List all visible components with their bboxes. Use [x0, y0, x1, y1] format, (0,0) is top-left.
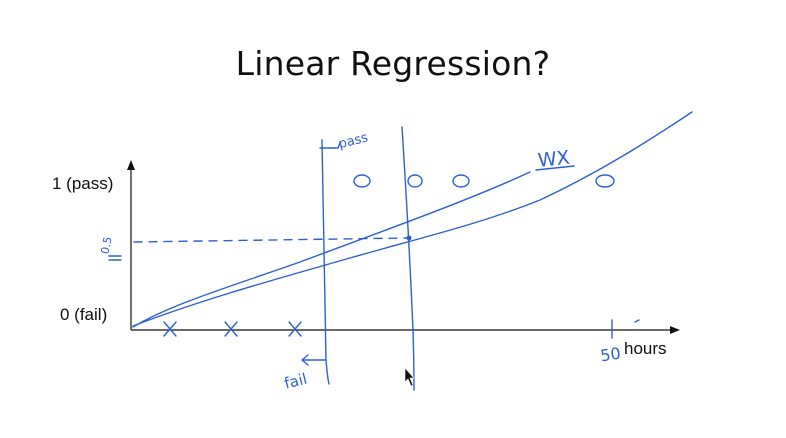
- pass-marker: [452, 174, 470, 188]
- cursor-icon: [404, 367, 415, 387]
- threshold-dashed-line: [133, 237, 408, 243]
- boundary-line-left: [321, 139, 330, 385]
- wx-underline: [535, 165, 575, 171]
- fail-arrow: [301, 354, 327, 366]
- pass-marker: [595, 174, 615, 188]
- threshold-label: 0.5: [98, 235, 114, 255]
- regression-line-shifted: [132, 111, 693, 327]
- slide-title: Linear Regression?: [235, 44, 551, 83]
- boundary-line-right: [401, 126, 415, 391]
- y-tick-pass: 1 (pass): [52, 174, 113, 193]
- fail-marker: [288, 321, 302, 337]
- fail-marker: [224, 321, 238, 337]
- pass-annotation: pass: [337, 130, 370, 152]
- pass-marker: [353, 174, 371, 188]
- x-tick-50-label: 50: [599, 344, 622, 366]
- y-tick-fail: 0 (fail): [60, 305, 107, 324]
- pass-marker: [407, 174, 423, 188]
- x-axis-arrow-icon: [670, 326, 680, 334]
- ink-dash: [634, 319, 640, 323]
- x-axis-label: hours: [624, 339, 667, 358]
- threshold-equals-mark: [108, 255, 122, 261]
- regression-line-wx: [132, 171, 531, 328]
- fail-annotation: fail: [282, 370, 308, 393]
- y-axis-arrow-icon: [127, 160, 135, 170]
- fail-marker: [163, 321, 177, 337]
- pass-arrow: [319, 142, 341, 149]
